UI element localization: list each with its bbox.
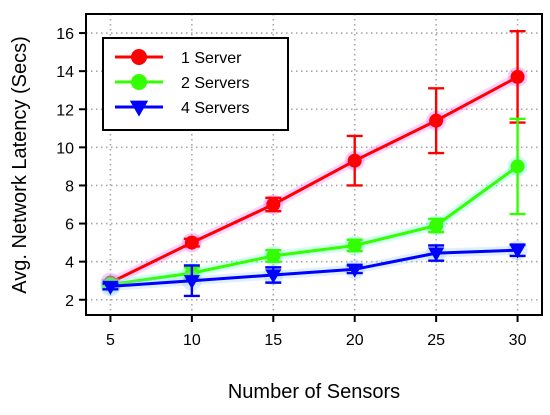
legend-marker — [131, 49, 147, 65]
y-tick-label: 6 — [65, 217, 74, 234]
series-line — [110, 165, 519, 286]
axes: 5 10 15 20 25 30 2 4 6 8 10 12 14 16 — [56, 26, 526, 349]
y-tick-label: 4 — [65, 255, 74, 272]
data-point — [184, 235, 199, 250]
y-tick-label: 2 — [65, 293, 74, 310]
y-tick-label: 14 — [56, 64, 74, 81]
data-point — [347, 153, 362, 168]
series-line — [110, 248, 518, 288]
data-point — [346, 263, 363, 278]
data-point — [266, 197, 281, 212]
data-point — [429, 113, 444, 128]
data-point — [509, 244, 526, 259]
data-point — [428, 247, 445, 262]
legend-marker — [129, 100, 149, 117]
plot-frame — [85, 13, 543, 316]
y-axis-label: Avg. Network Latency (Secs) — [9, 36, 31, 294]
data-point — [265, 269, 282, 284]
data-point — [510, 159, 525, 174]
series-4-servers — [100, 240, 528, 298]
y-tick-label: 8 — [65, 178, 74, 195]
series-layer — [100, 29, 528, 298]
y-tick-label: 10 — [56, 140, 74, 157]
series-line — [109, 75, 519, 284]
y-tick-label: 16 — [56, 26, 74, 43]
y-tick-label: 12 — [56, 102, 74, 119]
x-tick-label: 20 — [346, 332, 364, 349]
data-point — [266, 248, 281, 263]
series-2-servers — [100, 117, 528, 295]
x-axis-label: Number of Sensors — [228, 381, 400, 403]
legend-label: 2 Servers — [181, 75, 249, 92]
data-point — [183, 275, 200, 290]
data-point — [102, 280, 119, 295]
legend-label: 4 Servers — [181, 100, 249, 117]
legend-marker — [131, 74, 147, 90]
x-tick-label: 10 — [183, 332, 201, 349]
x-tick-label: 15 — [264, 332, 282, 349]
data-point — [347, 238, 362, 253]
data-point — [510, 69, 525, 84]
legend-label: 1 Server — [181, 50, 242, 67]
x-tick-label: 5 — [106, 332, 115, 349]
legend: 1 Server 2 Servers 4 Servers — [102, 37, 289, 131]
data-point — [429, 218, 444, 233]
x-tick-label: 25 — [427, 332, 445, 349]
x-tick-label: 30 — [509, 332, 527, 349]
